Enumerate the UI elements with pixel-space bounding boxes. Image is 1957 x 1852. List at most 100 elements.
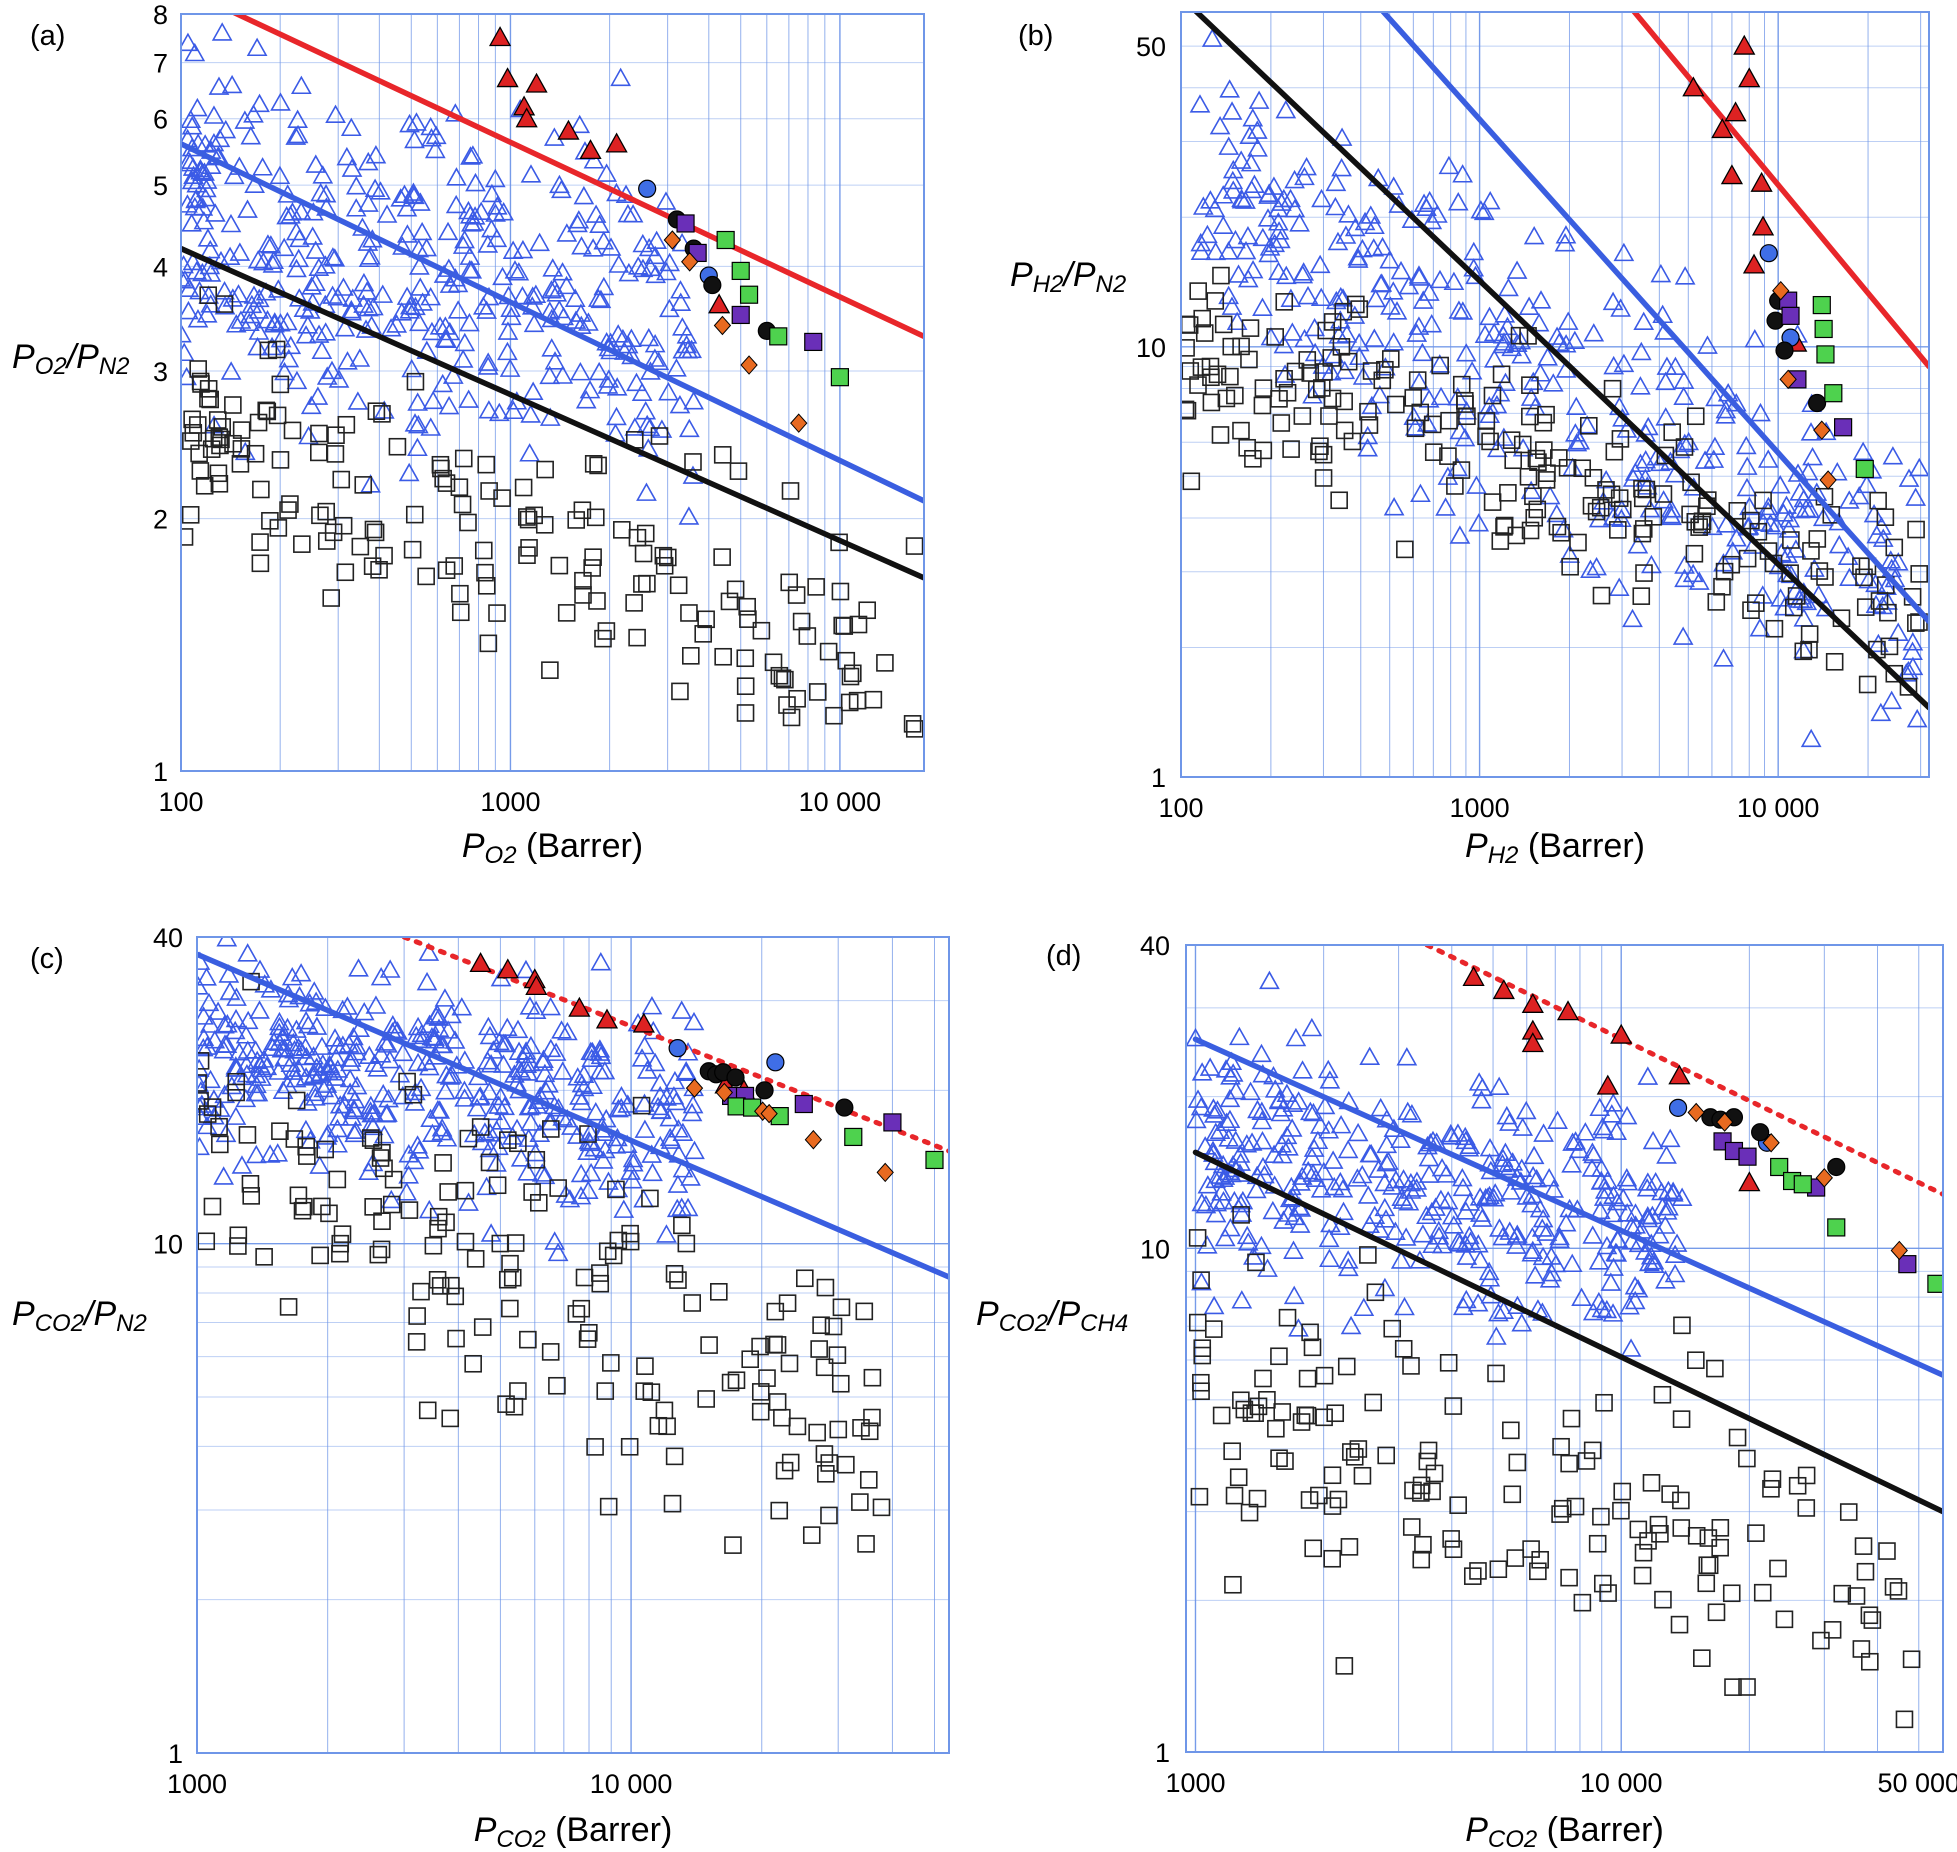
open-square-point <box>1839 1503 1858 1521</box>
open-triangle-point <box>334 1094 356 1114</box>
open-triangle-point <box>1396 1047 1418 1066</box>
open-square-point <box>1754 491 1772 510</box>
open-triangle-point <box>667 1174 689 1193</box>
open-square-point <box>697 1390 715 1408</box>
open-square-point <box>251 554 270 573</box>
open-square-point <box>518 546 536 564</box>
open-square-point <box>1254 441 1273 460</box>
circle-point <box>835 1098 854 1117</box>
open-triangle-point <box>541 338 563 357</box>
open-triangle-point <box>522 381 544 400</box>
open-triangle-point <box>1354 211 1376 231</box>
open-triangle-point <box>1406 1178 1428 1197</box>
open-triangle-point <box>197 228 219 247</box>
open-triangle-point <box>1713 648 1734 667</box>
open-triangle-point <box>556 223 578 242</box>
open-square-point <box>650 427 669 445</box>
open-square-point <box>371 1149 390 1167</box>
open-square-point <box>382 1195 401 1214</box>
open-square-point <box>1463 1567 1482 1585</box>
open-square-point <box>293 1201 312 1220</box>
open-triangle-point <box>437 221 459 241</box>
open-triangle-point <box>504 260 526 279</box>
open-triangle-point <box>1528 313 1550 332</box>
open-triangle-point <box>585 1102 607 1121</box>
open-triangle-point <box>295 1037 316 1056</box>
open-triangle-point <box>1314 1095 1336 1115</box>
filled-square-point <box>769 327 788 346</box>
open-triangle-point <box>356 281 378 300</box>
open-triangle-point <box>1281 322 1303 341</box>
open-triangle-point <box>337 351 358 370</box>
open-triangle-point <box>618 262 640 282</box>
open-triangle-point <box>1303 1102 1324 1122</box>
open-square-point <box>208 411 227 429</box>
open-triangle-point <box>1268 261 1289 281</box>
open-square-point <box>317 502 336 521</box>
open-square-point <box>1192 1373 1210 1392</box>
open-square-point <box>1782 531 1800 549</box>
open-triangle-point <box>263 250 285 270</box>
open-triangle-point <box>1887 552 1909 571</box>
open-triangle-point <box>223 165 245 185</box>
open-square-point <box>579 1125 597 1143</box>
open-triangle-point <box>273 237 295 257</box>
diamond-point <box>1815 1168 1833 1188</box>
open-triangle-point <box>196 304 218 323</box>
open-triangle-point <box>347 391 369 410</box>
open-triangle-point <box>608 1098 629 1118</box>
open-triangle-point <box>1705 387 1726 407</box>
open-triangle-point <box>567 1067 589 1086</box>
open-square-point <box>778 696 796 714</box>
open-square-point <box>658 548 677 567</box>
open-triangle-point <box>194 134 216 153</box>
open-triangle-point <box>407 414 429 434</box>
open-triangle-point <box>1278 1137 1299 1156</box>
open-triangle-point <box>285 221 307 241</box>
open-square-point <box>367 402 386 421</box>
open-square-point <box>181 506 200 524</box>
open-square-point <box>905 720 924 738</box>
open-triangle-point <box>1441 1126 1462 1145</box>
open-triangle-point <box>1336 324 1358 343</box>
open-square-point <box>195 476 214 495</box>
open-square-point <box>439 1183 457 1201</box>
y-tick-label: 1 <box>153 757 168 787</box>
open-square-point <box>1483 386 1502 405</box>
open-triangle-point <box>477 234 499 253</box>
open-triangle-point <box>494 1096 515 1116</box>
open-square-point <box>191 462 210 480</box>
open-square-point <box>1424 443 1443 461</box>
open-triangle-point <box>683 1011 705 1031</box>
open-square-point <box>815 1358 834 1377</box>
open-triangle-point <box>240 126 262 145</box>
open-triangle-point <box>1555 334 1577 353</box>
open-triangle-point <box>1363 328 1385 347</box>
open-triangle-point <box>593 231 615 250</box>
open-triangle-point <box>421 128 442 147</box>
open-triangle-point <box>658 382 679 401</box>
open-square-point <box>451 603 470 622</box>
open-square-point <box>609 1231 628 1250</box>
open-triangle-point <box>1421 1201 1443 1221</box>
open-square-point <box>1583 1441 1602 1460</box>
open-triangle-point <box>287 124 309 144</box>
open-square-point <box>519 1330 537 1349</box>
open-square-point <box>782 708 801 727</box>
open-triangle-point <box>373 1124 395 1144</box>
open-triangle-point <box>332 1035 354 1054</box>
open-square-point <box>473 1318 492 1336</box>
open-triangle-point <box>1537 347 1558 366</box>
open-triangle-point <box>1589 1097 1611 1117</box>
open-triangle-point <box>1205 1203 1227 1223</box>
open-triangle-point <box>305 272 326 291</box>
open-square-point <box>1781 564 1799 582</box>
open-square-point <box>680 604 698 622</box>
open-triangle-point <box>1437 466 1459 485</box>
open-square-point <box>364 1131 383 1149</box>
filled-square-point <box>925 1150 944 1170</box>
open-square-point <box>1808 530 1827 548</box>
open-triangle-point <box>1327 231 1349 251</box>
open-square-point <box>201 390 220 409</box>
open-square-point <box>1524 487 1542 506</box>
